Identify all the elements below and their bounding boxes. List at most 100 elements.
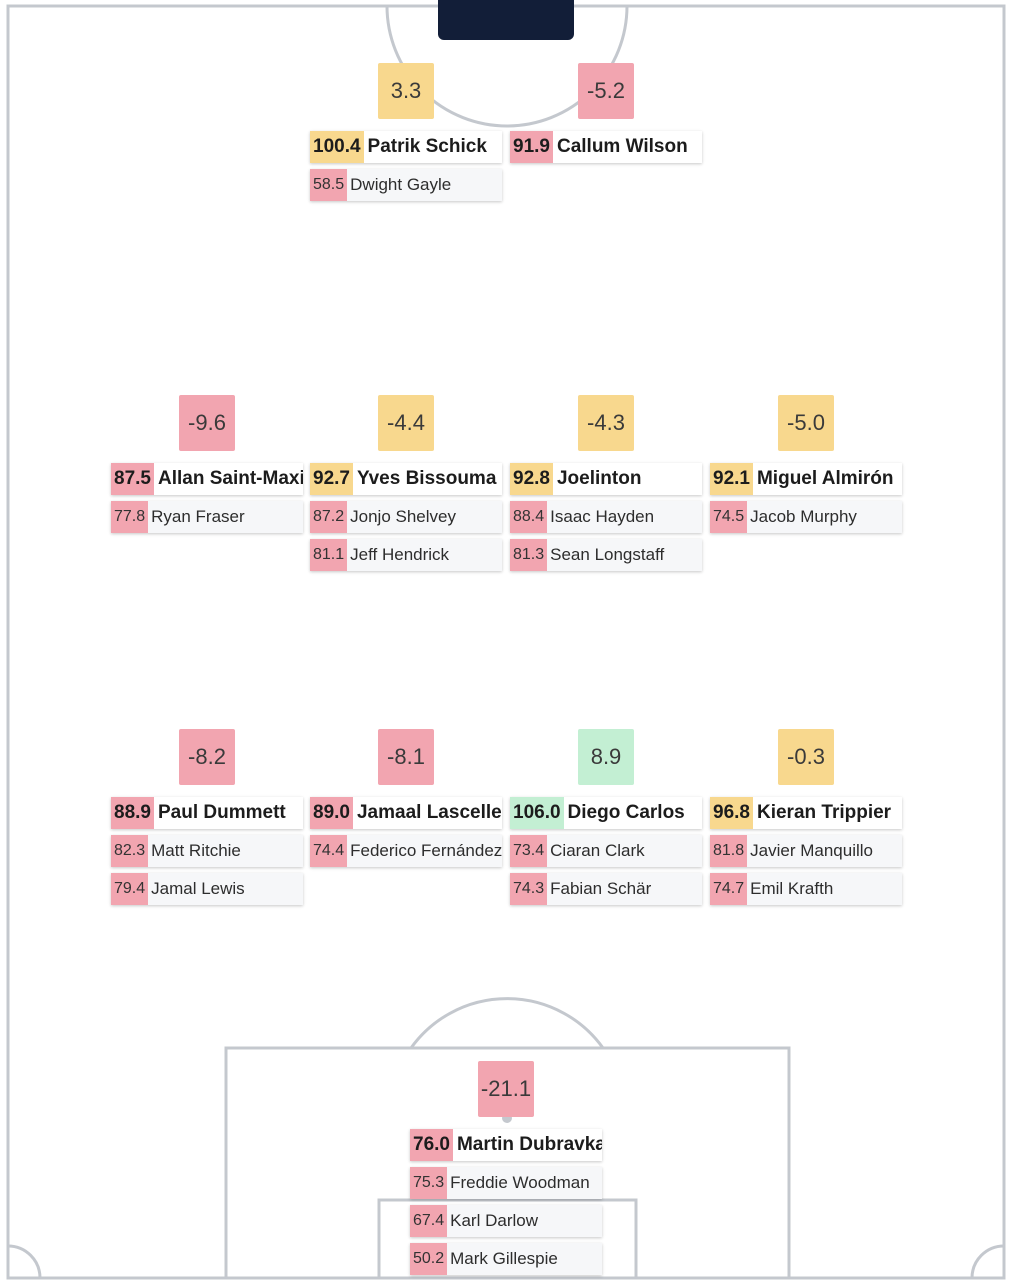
starter-row[interactable]: 96.8 Kieran Trippier — [710, 797, 902, 829]
substitute-name: Ciaran Clark — [550, 841, 645, 860]
delta-badge: -4.3 — [578, 395, 634, 451]
substitute-name: Jamal Lewis — [151, 879, 245, 898]
starter-row[interactable]: 100.4 Patrik Schick — [310, 131, 502, 163]
starter-name: Callum Wilson — [556, 136, 688, 157]
starter-row[interactable]: 92.7 Yves Bissouma — [310, 463, 502, 495]
substitute-score: 79.4 — [111, 873, 149, 905]
starter-score: 96.8 — [710, 797, 753, 829]
substitute-row[interactable]: 81.3 Sean Longstaff — [510, 539, 702, 571]
substitute-row[interactable]: 67.4 Karl Darlow — [410, 1205, 602, 1237]
substitute-row[interactable]: 81.8 Javier Manquillo — [710, 835, 902, 867]
substitute-name: Jeff Hendrick — [350, 545, 450, 564]
starter-score: 87.5 — [111, 463, 154, 495]
substitute-row[interactable]: 82.3 Matt Ritchie — [111, 835, 303, 867]
starter-name: Kieran Trippier — [756, 802, 892, 823]
starter-row[interactable]: 76.0 Martin Dubravka — [410, 1129, 602, 1161]
substitute-name: Emil Krafth — [750, 879, 834, 898]
pitch-header-bar — [438, 0, 574, 40]
starter-name: Paul Dummett — [157, 802, 286, 823]
substitute-score: 75.3 — [410, 1167, 448, 1199]
position-goalkeeper: -21.1 76.0 Martin Dubravka 75.3 Freddie Wood… — [410, 1061, 602, 1281]
starter-row[interactable]: 88.9 Paul Dummett — [111, 797, 303, 829]
substitute-name: Sean Longstaff — [550, 545, 665, 564]
substitute-name: Ryan Fraser — [151, 507, 245, 526]
substitute-row[interactable]: 58.5 Dwight Gayle — [310, 169, 502, 201]
delta-badge: -0.3 — [778, 729, 834, 785]
substitute-score: 74.5 — [710, 501, 748, 533]
starter-row[interactable]: 106.0 Diego Carlos — [510, 797, 702, 829]
starter-score: 100.4 — [310, 131, 364, 163]
position-striker-right: -5.2 91.9 Callum Wilson — [510, 63, 702, 169]
substitute-row[interactable]: 77.8 Ryan Fraser — [111, 501, 303, 533]
delta-badge: -4.4 — [378, 395, 434, 451]
starter-name: Yves Bissouma — [356, 468, 497, 489]
starter-name: Diego Carlos — [567, 802, 685, 823]
starter-score: 106.0 — [510, 797, 564, 829]
substitute-score: 73.4 — [510, 835, 548, 867]
substitute-name: Jacob Murphy — [750, 507, 857, 526]
starter-name: Martin Dubravka — [456, 1134, 602, 1155]
starter-row[interactable]: 91.9 Callum Wilson — [510, 131, 702, 163]
starter-name: Joelinton — [556, 468, 642, 489]
delta-badge: -5.2 — [578, 63, 634, 119]
substitute-name: Freddie Woodman — [450, 1173, 590, 1192]
starter-name: Jamaal Lascelles — [356, 802, 502, 823]
position-defence-2: -8.1 89.0 Jamaal Lascelles 74.4 Federico Fer… — [310, 729, 502, 873]
substitute-score: 74.7 — [710, 873, 748, 905]
substitute-score: 81.1 — [310, 539, 348, 571]
position-defence-1: -8.2 88.9 Paul Dummett 82.3 Matt Ritchie 79.4… — [111, 729, 303, 911]
starter-name: Miguel Almirón — [756, 468, 894, 489]
substitute-name: Federico Fernández — [350, 841, 502, 860]
substitute-row[interactable]: 79.4 Jamal Lewis — [111, 873, 303, 905]
substitute-name: Jonjo Shelvey — [350, 507, 456, 526]
substitute-name: Dwight Gayle — [350, 175, 452, 194]
substitute-score: 82.3 — [111, 835, 149, 867]
starter-score: 76.0 — [410, 1129, 453, 1161]
substitute-score: 87.2 — [310, 501, 348, 533]
delta-badge: -5.0 — [778, 395, 834, 451]
starter-score: 92.8 — [510, 463, 553, 495]
substitute-score: 67.4 — [410, 1205, 448, 1237]
starter-score: 91.9 — [510, 131, 553, 163]
starter-row[interactable]: 92.8 Joelinton — [510, 463, 702, 495]
position-defence-3: 8.9 106.0 Diego Carlos 73.4 Ciaran Clark 74.3… — [510, 729, 702, 911]
substitute-score: 88.4 — [510, 501, 548, 533]
substitute-score: 81.8 — [710, 835, 748, 867]
position-defence-4: -0.3 96.8 Kieran Trippier 81.8 Javier Manqui… — [710, 729, 902, 911]
substitute-row[interactable]: 50.2 Mark Gillespie — [410, 1243, 602, 1275]
starter-score: 92.7 — [310, 463, 353, 495]
starter-row[interactable]: 89.0 Jamaal Lascelles — [310, 797, 502, 829]
starter-name: Allan Saint-Maximin — [157, 468, 303, 489]
starter-row[interactable]: 92.1 Miguel Almirón — [710, 463, 902, 495]
substitute-score: 81.3 — [510, 539, 548, 571]
substitute-row[interactable]: 88.4 Isaac Hayden — [510, 501, 702, 533]
substitute-name: Mark Gillespie — [450, 1249, 558, 1268]
substitute-row[interactable]: 74.7 Emil Krafth — [710, 873, 902, 905]
substitute-score: 74.3 — [510, 873, 548, 905]
substitute-name: Javier Manquillo — [750, 841, 873, 860]
substitute-row[interactable]: 74.4 Federico Fernández — [310, 835, 502, 867]
substitute-row[interactable]: 75.3 Freddie Woodman — [410, 1167, 602, 1199]
substitute-row[interactable]: 87.2 Jonjo Shelvey — [310, 501, 502, 533]
starter-score: 89.0 — [310, 797, 353, 829]
delta-badge: -8.2 — [179, 729, 235, 785]
substitute-name: Matt Ritchie — [151, 841, 241, 860]
position-striker-left: 3.3 100.4 Patrik Schick 58.5 Dwight Gayle — [310, 63, 502, 207]
position-midfield-3: -4.3 92.8 Joelinton 88.4 Isaac Hayden 81.3 Sea… — [510, 395, 702, 577]
starter-score: 88.9 — [111, 797, 154, 829]
substitute-name: Isaac Hayden — [550, 507, 655, 526]
substitute-row[interactable]: 81.1 Jeff Hendrick — [310, 539, 502, 571]
delta-badge: 8.9 — [578, 729, 634, 785]
substitute-row[interactable]: 73.4 Ciaran Clark — [510, 835, 702, 867]
delta-badge: -8.1 — [378, 729, 434, 785]
substitute-row[interactable]: 74.3 Fabian Schär — [510, 873, 702, 905]
substitute-name: Fabian Schär — [550, 879, 652, 898]
position-midfield-4: -5.0 92.1 Miguel Almirón 74.5 Jacob Murphy — [710, 395, 902, 539]
substitute-score: 58.5 — [310, 169, 348, 201]
substitute-score: 77.8 — [111, 501, 149, 533]
substitute-row[interactable]: 74.5 Jacob Murphy — [710, 501, 902, 533]
substitute-score: 74.4 — [310, 835, 348, 867]
